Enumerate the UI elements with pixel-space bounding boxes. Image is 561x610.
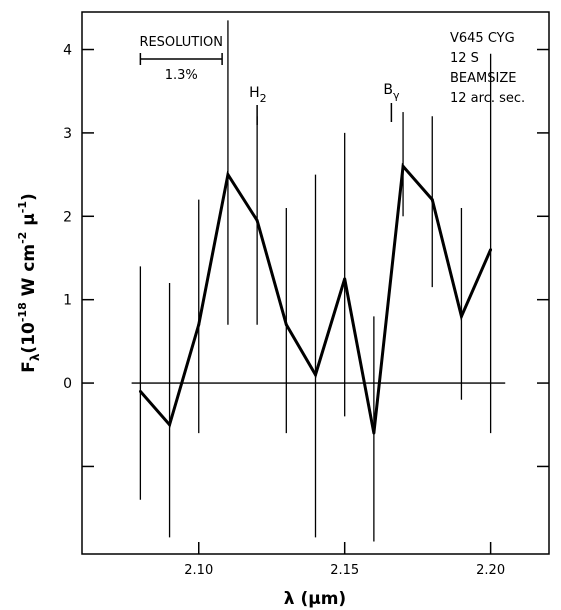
y-label-mu: μ [19,213,39,231]
x-tick-label: 2.20 [476,563,505,578]
data-point [430,198,434,202]
y-label-mid: W cm [19,244,39,302]
y-tick-label: 1 [63,293,72,309]
y-label-exp2: -2 [16,232,29,244]
data-point [314,373,317,377]
y-label-open: (10 [19,322,39,354]
y-label-close: ) [19,193,39,201]
y-tick-label: 2 [63,209,72,225]
data-point [284,323,288,327]
info-line: BEAMSIZE [450,71,516,86]
info-line: 12 arc. sec. [450,91,525,106]
x-tick-label: 2.10 [184,563,213,578]
data-point [226,173,230,177]
series-group [138,162,493,435]
y-label-sub: λ [28,353,42,361]
y-label-exp3: -1 [16,201,29,213]
annotations: RESOLUTION 1.3% H2 Bγ V645 CYG 12 S BEAMSIZE 12… [139,31,525,125]
y-axis-ticks: 0 1 2 3 4 [63,43,549,468]
data-point [138,390,142,393]
y-label-main: F [19,361,39,373]
info-line: 12 S [450,51,479,66]
data-point [401,164,405,168]
data-point [168,423,171,427]
h2-label-sub: 2 [260,92,267,105]
brgamma-label: Bγ [383,82,400,102]
y-tick-label: 0 [63,376,72,392]
data-point [489,248,493,252]
brgamma-label-sub: γ [393,89,400,102]
data-point [372,431,376,435]
y-tick-label: 3 [63,126,72,142]
h2-label: H2 [249,85,267,105]
data-point [255,219,259,222]
y-label-exp1: -18 [16,302,29,322]
y-tick-label: 4 [63,43,72,59]
resolution-value: 1.3% [165,68,198,83]
data-point [197,323,201,327]
error-bars [139,20,492,542]
y-axis-label: Fλ(10-18 W cm-2 μ-1) [16,193,42,373]
plot-frame [81,11,550,555]
x-axis-ticks: 2.10 2.15 2.20 [184,542,505,578]
info-line: V645 CYG [450,31,515,46]
data-point [343,277,347,281]
resolution-label: RESOLUTION [139,35,223,50]
x-tick-label: 2.15 [330,563,359,578]
data-point [460,314,463,318]
x-axis-label: λ (μm) [284,589,346,609]
